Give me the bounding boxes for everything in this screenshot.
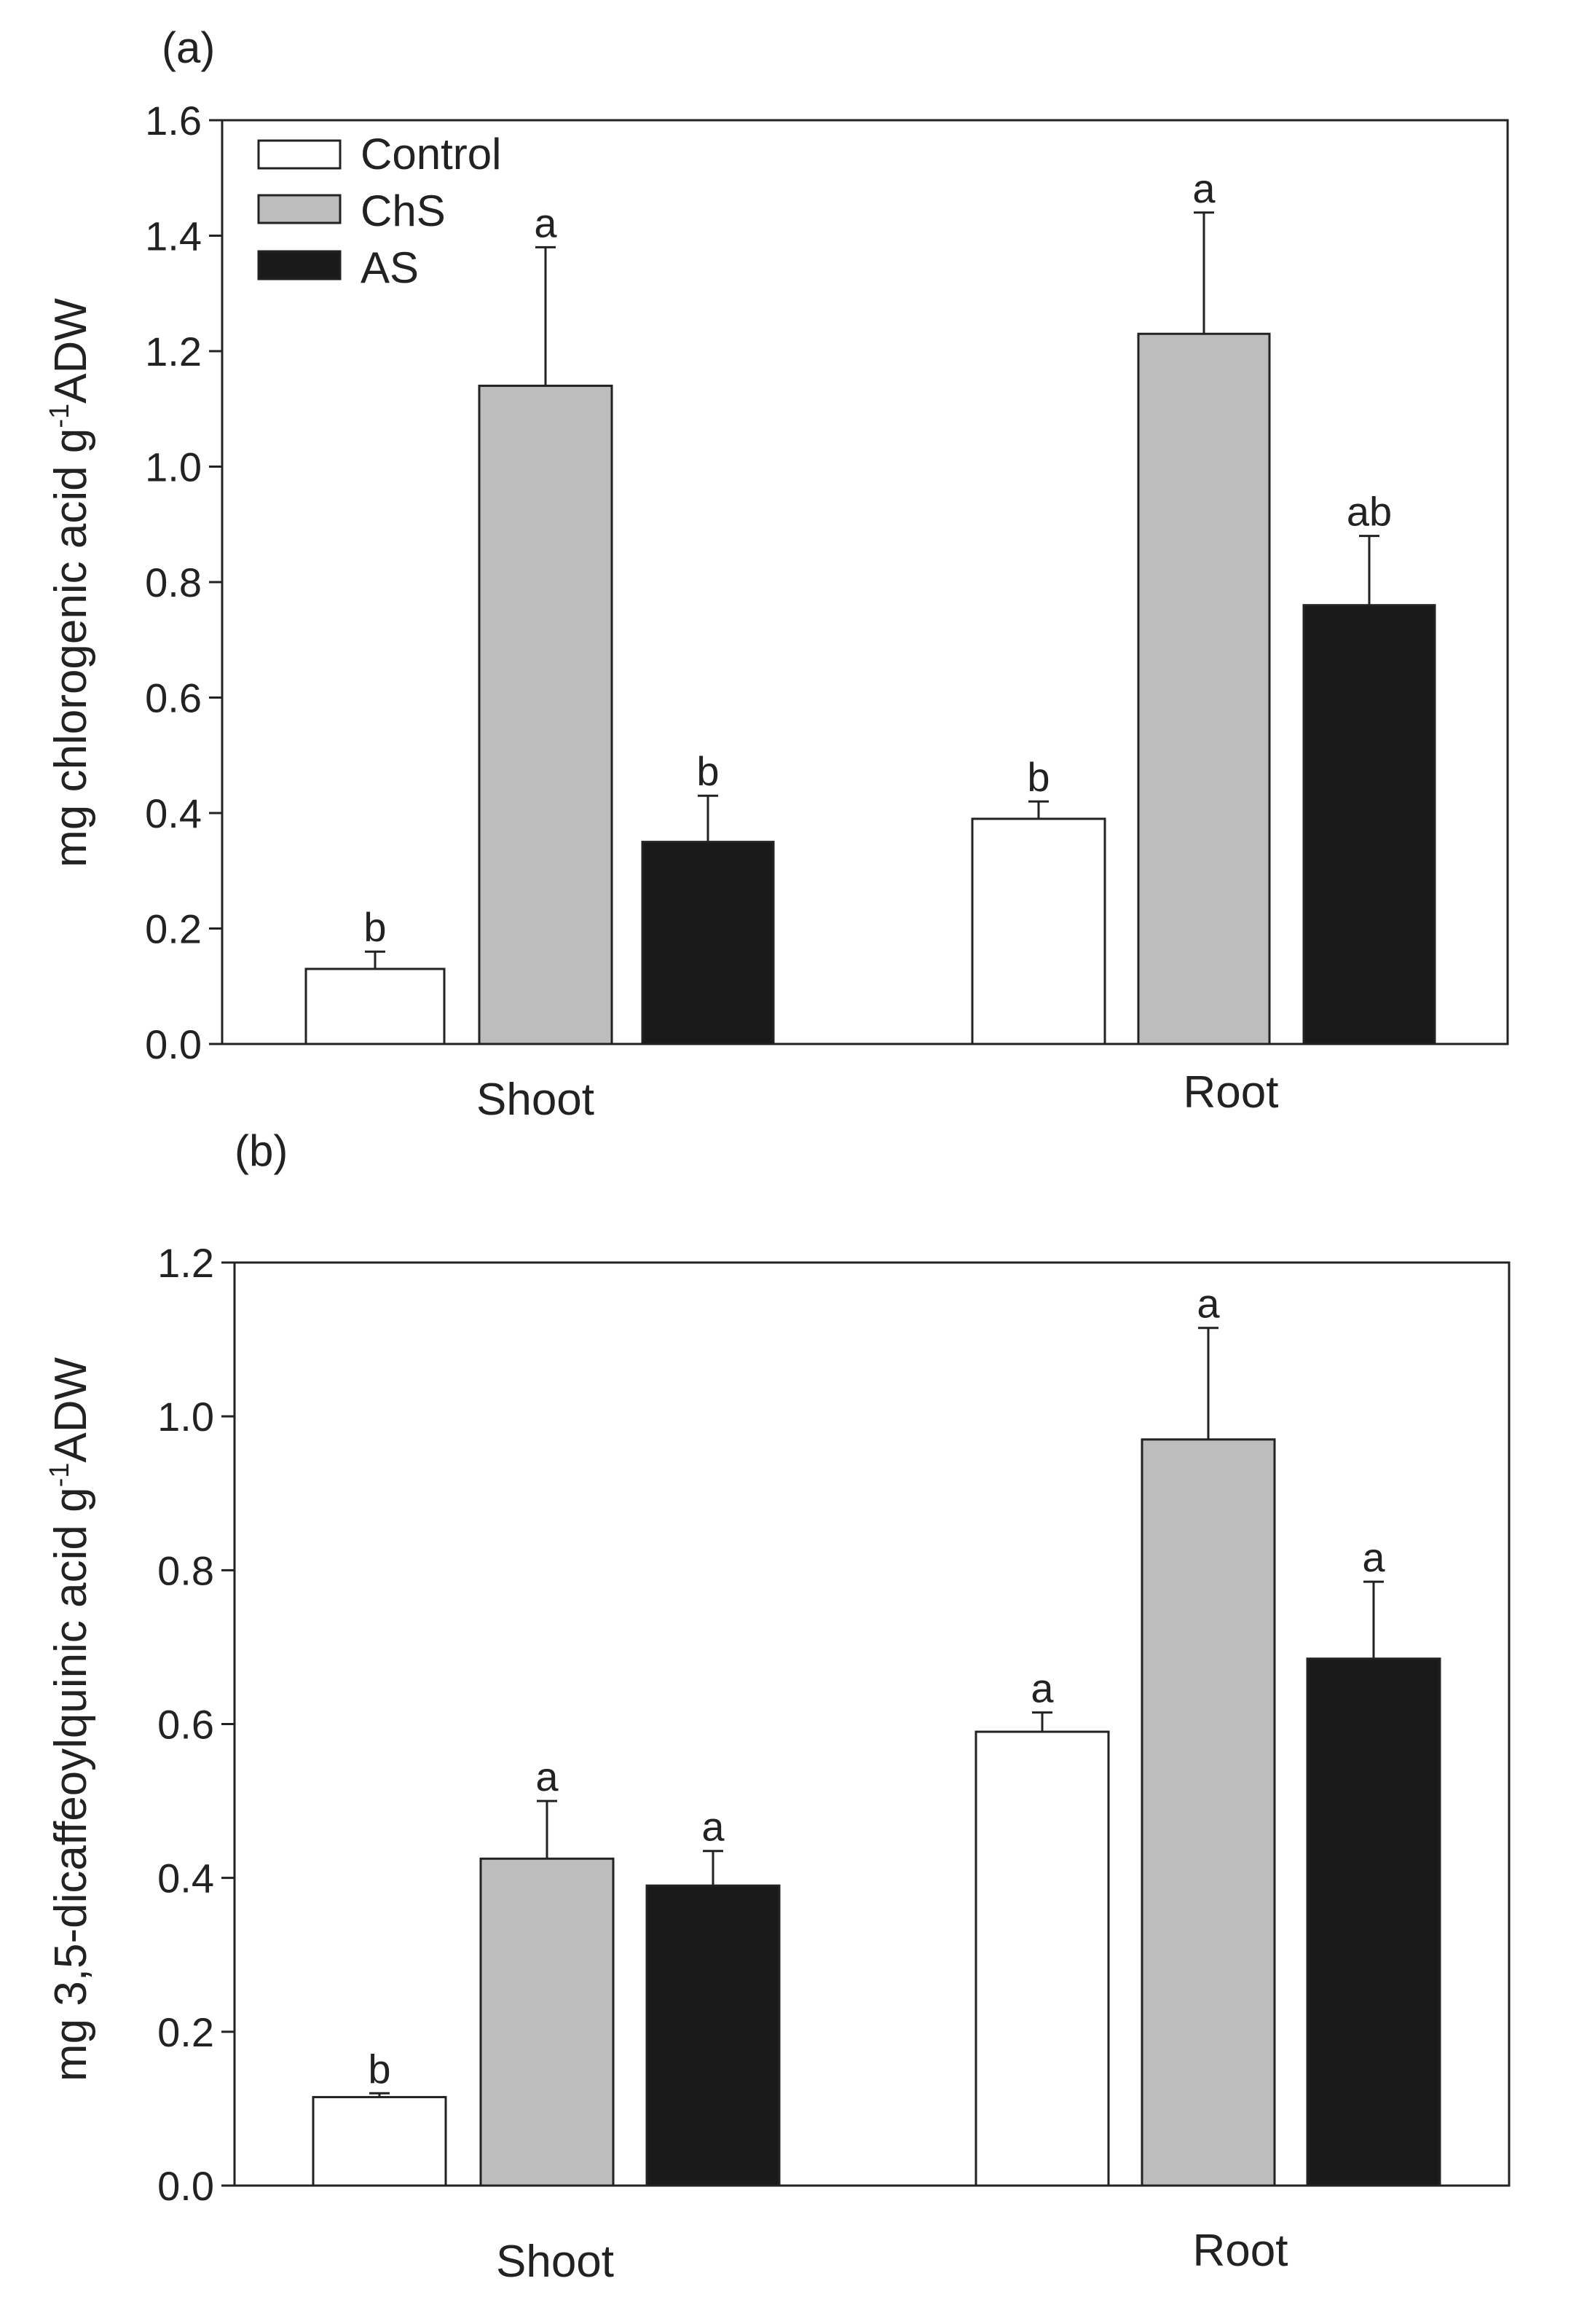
bar-chs-shoot [479,1857,615,2187]
sig-letter-as-shoot: b [696,748,719,794]
panel-b-ylabel-main: mg 3,5-dicaffeoylquinic acid g [46,1487,96,2081]
legend-swatch-chs [257,194,342,224]
y-tick-label: 1.4 [145,213,202,259]
panel-a-yticks: 0.0 0.2 0.4 0.6 0.8 1.0 1.2 1.4 1.6 [145,98,222,1067]
bar-chs-shoot [478,385,613,1045]
panel-b-chart: (b) mg 3,5-dicaffeoylquinic acid g-1ADW … [44,1126,1511,2287]
panel-b-ylabel-sup: -1 [44,1463,75,1488]
bar-chs-root [1141,1438,1276,2187]
sig-letter-control-shoot: b [368,2046,390,2092]
y-tick-label: 0.4 [157,1856,214,1901]
sig-letter-chs-shoot: a [534,200,557,246]
y-tick-label: 0.4 [145,790,202,836]
legend-swatch-as [257,250,342,280]
panel-a-xlabel-shoot: Shoot [476,1075,594,1125]
panel-a-legend: Control ChS AS [257,130,501,292]
panel-a-label: (a) [162,23,215,72]
y-tick-label: 1.2 [157,1240,214,1286]
panel-b-xlabel-shoot: Shoot [496,2237,614,2287]
bar-as-shoot [645,1884,781,2187]
sig-letter-chs-shoot: a [535,1754,559,1799]
panel-a-plot-frame [221,119,1509,1045]
bar-control-shoot [312,2096,447,2187]
panel-b-xlabel-root: Root [1193,2226,1288,2276]
y-tick-label: 0.8 [157,1547,214,1593]
panel-b-yticks: 0.0 0.2 0.4 0.6 0.8 1.0 1.2 [157,1240,235,2209]
y-tick-label: 0.0 [157,2163,214,2209]
panel-a-chart: (a) mg chlorogenic acid g-1ADW 0.0 0.2 0.4… [44,23,1509,1125]
panel-a-ylabel-main: mg chlorogenic acid g [46,428,96,868]
bar-chs-root [1137,332,1271,1045]
sig-letter-as-root: a [1362,1534,1385,1580]
panel-b-plot-frame [233,1261,1511,2187]
sig-letter-control-root: b [1027,754,1050,800]
y-tick-label: 1.0 [157,1394,214,1440]
y-tick-label: 0.2 [157,2009,214,2055]
y-tick-label: 0.8 [145,560,202,605]
y-tick-label: 0.0 [145,1021,202,1067]
panel-b-ylabel: mg 3,5-dicaffeoylquinic acid g-1ADW [44,1357,96,2081]
panel-b-label: (b) [235,1126,288,1175]
y-tick-label: 1.2 [145,329,202,374]
panel-a-ylabel-tail: ADW [46,298,96,404]
bar-as-shoot [641,841,775,1045]
panel-a-ylabel: mg chlorogenic acid g-1ADW [44,298,96,868]
sig-letter-chs-root: a [1197,1281,1220,1327]
y-tick-label: 1.6 [145,98,202,144]
y-tick-label: 0.6 [157,1702,214,1748]
y-tick-label: 0.2 [145,906,202,952]
sig-letter-chs-root: a [1192,165,1216,211]
y-tick-label: 0.6 [145,675,202,721]
y-tick-label: 1.0 [145,444,202,490]
bar-control-root [974,1730,1110,2187]
legend-swatch-control [257,139,342,170]
bar-as-root [1306,1657,1441,2187]
panel-a-ylabel-sup: -1 [44,404,75,428]
bar-control-root [971,817,1106,1045]
legend-label-as: AS [361,243,419,292]
sig-letter-control-root: a [1031,1665,1054,1711]
sig-letter-control-shoot: b [363,904,386,950]
bar-as-root [1302,604,1436,1045]
panel-b-ylabel-tail: ADW [46,1357,96,1462]
panel-b-bars: b a a a a a [312,1281,1441,2187]
panel-a-xlabel-root: Root [1184,1067,1279,1118]
sig-letter-as-shoot: a [701,1804,725,1850]
bar-control-shoot [304,967,446,1045]
sig-letter-as-root: ab [1347,489,1392,535]
legend-label-control: Control [361,130,501,178]
legend-label-chs: ChS [361,187,446,235]
